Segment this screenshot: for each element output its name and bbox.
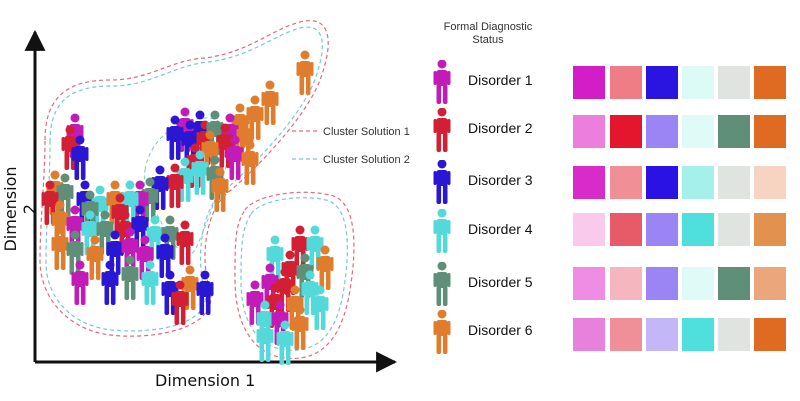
color-swatch [610,318,642,351]
color-swatch [718,213,750,246]
legend-item: Disorder 2 [430,108,550,152]
person-icon [433,262,451,306]
swatch-row [573,213,788,248]
color-swatch [754,66,786,99]
color-swatch [610,213,642,246]
color-swatch [682,66,714,99]
color-swatch [682,213,714,246]
color-swatch [754,213,786,246]
person-icon [433,160,451,204]
x-axis-title: Dimension 1 [155,371,256,390]
color-swatch [573,166,605,199]
swatch-row [573,318,788,353]
cluster-solution-1-label: Cluster Solution 1 [323,126,410,138]
cluster-1-outline-small [234,191,355,360]
color-swatch [646,166,678,199]
color-swatch [718,115,750,148]
legend-label: Disorder 4 [468,221,533,237]
color-swatch [610,267,642,300]
color-swatch [610,66,642,99]
color-swatch [718,166,750,199]
cluster-2-outline-large [45,26,323,332]
person-icon [433,60,451,104]
cluster-1-outline-large [39,20,329,337]
legend-label: Disorder 6 [468,322,533,338]
color-swatch [646,115,678,148]
legend-item: Disorder 6 [430,310,550,354]
color-swatch [573,318,605,351]
color-swatch [718,66,750,99]
legend-item: Disorder 5 [430,262,550,306]
color-swatch [754,318,786,351]
color-swatch [718,318,750,351]
legend-title: Formal Diagnostic Status [428,21,548,47]
color-swatch [610,115,642,148]
legend-label: Disorder 2 [468,120,533,136]
color-swatch [682,166,714,199]
color-swatch [718,267,750,300]
person-icon [121,255,139,300]
color-swatch [754,267,786,300]
legend-item: Disorder 1 [430,60,550,104]
person-icon [433,108,451,152]
y-axis-title: Dimension 2 [1,166,39,252]
scatter-plot [24,20,398,373]
person-crowd [41,50,334,365]
legend-label: Disorder 1 [468,72,533,88]
person-icon [433,310,451,354]
color-swatch [646,318,678,351]
person-icon [176,220,194,265]
person-icon [196,270,214,315]
legend-label: Disorder 5 [468,274,533,290]
color-swatch [646,66,678,99]
person-icon [433,209,451,253]
color-swatch [754,115,786,148]
legend-title-line2: Status [472,34,504,46]
color-swatch [610,166,642,199]
person-icon [261,80,279,125]
swatch-row [573,66,788,101]
swatch-row [573,267,788,302]
color-swatch [682,115,714,148]
legend-item: Disorder 4 [430,209,550,253]
color-swatch [646,267,678,300]
color-swatch [646,213,678,246]
color-swatch [682,267,714,300]
swatch-row [573,166,788,201]
cluster-2-outline-small [240,197,348,351]
color-swatch [573,267,605,300]
color-swatch [682,318,714,351]
legend-item: Disorder 3 [430,160,550,204]
color-swatch [754,166,786,199]
color-swatch [573,115,605,148]
cluster-solution-2-label: Cluster Solution 2 [323,154,410,166]
person-icon [51,225,69,270]
color-swatch [573,66,605,99]
swatch-row [573,115,788,150]
legend-label: Disorder 3 [468,172,533,188]
color-swatch [573,213,605,246]
legend-title-line1: Formal Diagnostic [443,21,533,33]
